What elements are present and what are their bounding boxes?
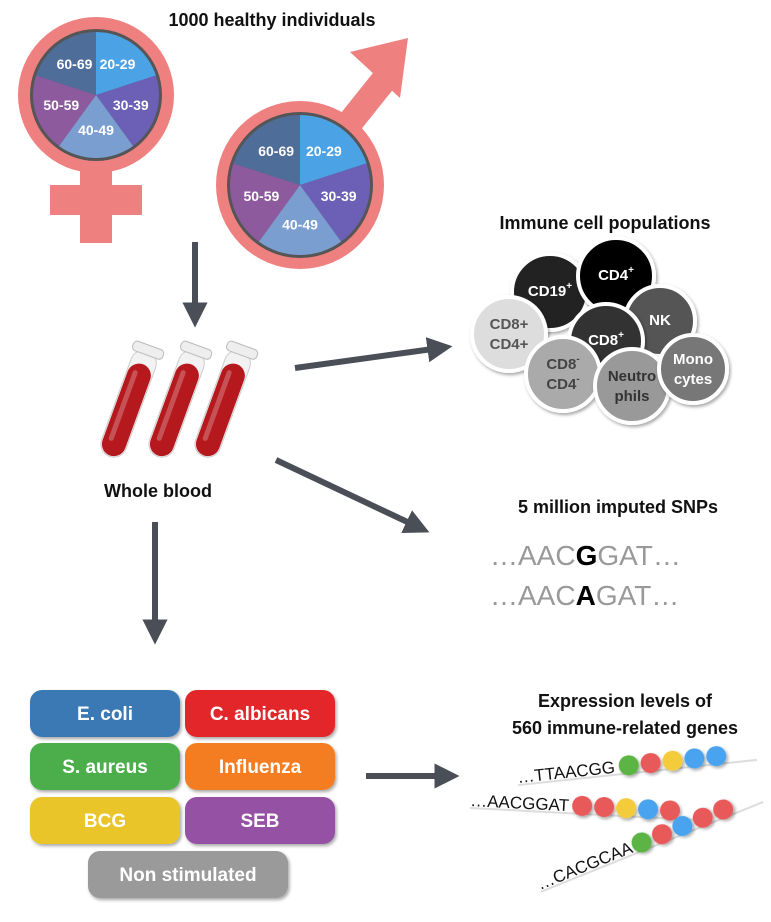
stimulus-label: BCG bbox=[84, 811, 126, 832]
pie-slice bbox=[258, 185, 342, 255]
cell-label: CD4- bbox=[546, 374, 579, 393]
stimulus-s--aureus: S. aureus bbox=[30, 743, 180, 790]
age-group-label: 30-39 bbox=[321, 188, 357, 204]
female-age-pie: 20-29 30-39 40-49 50-59 60-69 bbox=[30, 29, 162, 161]
cell-label: cytes bbox=[674, 371, 712, 388]
pie-slice bbox=[230, 163, 300, 242]
cell-label: CD4+ bbox=[598, 265, 634, 284]
stimulus-non-stimulated: Non stimulated bbox=[88, 851, 288, 898]
age-group-label: 30-39 bbox=[113, 97, 149, 113]
expression-bead bbox=[651, 824, 672, 845]
age-group-label: 20-29 bbox=[306, 143, 342, 159]
pie-slice bbox=[36, 32, 96, 95]
female-symbol: 20-29 30-39 40-49 50-59 60-69 bbox=[18, 17, 174, 243]
cell-neutrophils: Neutro phils bbox=[593, 347, 671, 425]
snp-sequences: …AACGGAT… …AACAGAT… bbox=[490, 540, 681, 611]
stimulus-c--albicans: C. albicans bbox=[185, 690, 335, 737]
expression-bead bbox=[706, 746, 727, 767]
gene-expression-strands: …TTAACGG …AACGGAT …CACGCAA bbox=[470, 746, 764, 894]
expression-bead bbox=[638, 799, 659, 820]
cell-cd8cd4: CD8+ CD4+ bbox=[470, 295, 548, 373]
pie-slice bbox=[96, 75, 159, 146]
blood-tube bbox=[100, 340, 165, 458]
age-group-label: 50-59 bbox=[43, 97, 79, 113]
age-group-label: 40-49 bbox=[78, 122, 114, 138]
stimulus-influenza: Influenza bbox=[185, 743, 335, 790]
expression-bead bbox=[640, 753, 661, 774]
gene-strand: …AACGGAT bbox=[470, 791, 710, 822]
stimulus-label: Non stimulated bbox=[119, 865, 256, 886]
stimulus-seb: SEB bbox=[185, 797, 335, 844]
age-group-label: 50-59 bbox=[243, 188, 279, 204]
cell-label: CD8+ bbox=[490, 316, 529, 333]
expression-bead bbox=[660, 800, 681, 821]
pie-slice bbox=[300, 115, 367, 185]
pie-slice bbox=[300, 163, 370, 242]
snp-sequence: …AACAGAT… bbox=[490, 580, 679, 611]
stimulus-label: SEB bbox=[240, 811, 279, 832]
cell-label: CD19+ bbox=[528, 281, 572, 300]
stimulus-label: E. coli bbox=[77, 704, 133, 725]
cell-label: CD8- bbox=[546, 354, 579, 373]
stimulus-e--coli: E. coli bbox=[30, 690, 180, 737]
immune-title: Immune cell populations bbox=[499, 213, 710, 233]
whole-blood-label: Whole blood bbox=[104, 481, 212, 501]
cell-label: CD4+ bbox=[490, 336, 529, 353]
arrow-to-immune-cells bbox=[294, 337, 453, 371]
expression-bead bbox=[616, 798, 637, 819]
expression-bead bbox=[672, 815, 693, 836]
pie-slice bbox=[33, 75, 96, 146]
expression-bead bbox=[713, 799, 734, 820]
age-group-label: 60-69 bbox=[258, 143, 294, 159]
stimulus-bcg: BCG bbox=[30, 797, 180, 844]
male-arrow-head bbox=[350, 38, 408, 98]
expression-title-line1: Expression levels of bbox=[538, 691, 713, 711]
cohort-title: 1000 healthy individuals bbox=[168, 10, 375, 30]
age-group-label: 20-29 bbox=[100, 56, 136, 72]
expression-bead bbox=[631, 832, 652, 853]
blood-tubes bbox=[100, 340, 259, 458]
expression-bead bbox=[594, 797, 615, 818]
expression-bead bbox=[572, 795, 593, 816]
expression-bead bbox=[684, 748, 705, 769]
cell-cd8cd4: CD8-CD4- bbox=[524, 335, 602, 413]
age-group-label: 40-49 bbox=[282, 216, 318, 232]
expression-title-line2: 560 immune-related genes bbox=[512, 718, 738, 738]
blood-tube bbox=[194, 340, 259, 458]
pie-slice bbox=[96, 32, 156, 95]
stimulus-label: C. albicans bbox=[210, 704, 310, 725]
blood-tube bbox=[148, 340, 213, 458]
cell-label: Neutro bbox=[608, 368, 656, 385]
snp-allele: A bbox=[576, 580, 596, 611]
pie-slice bbox=[58, 95, 134, 158]
gene-sequence: …CACGCAA bbox=[534, 838, 635, 894]
stimulus-label: S. aureus bbox=[62, 757, 148, 778]
female-cross-horizontal bbox=[50, 185, 142, 215]
expression-bead bbox=[662, 750, 683, 771]
gene-sequence: …TTAACGG bbox=[516, 758, 615, 787]
gene-sequence: …AACGGAT bbox=[470, 791, 570, 815]
pie-slice bbox=[233, 115, 300, 185]
cell-label: NK bbox=[649, 312, 671, 329]
snp-sequence: …AACGGAT… bbox=[490, 540, 681, 571]
cell-label: CD8+ bbox=[588, 330, 624, 349]
gene-strand: …TTAACGG bbox=[516, 746, 757, 787]
snp-allele: G bbox=[576, 540, 598, 571]
expression-bead bbox=[618, 755, 639, 776]
cell-monocytes: Mono cytes bbox=[657, 333, 729, 405]
expression-bead bbox=[692, 807, 713, 828]
stimulus-label: Influenza bbox=[219, 757, 302, 778]
cell-label: phils bbox=[614, 388, 649, 405]
arrow-to-snps bbox=[274, 457, 430, 534]
stimuli-panel: E. coli C. albicans S. aureus Influenza BCG S… bbox=[30, 690, 335, 898]
snps-title: 5 million imputed SNPs bbox=[518, 497, 718, 517]
age-group-label: 60-69 bbox=[57, 56, 93, 72]
cell-label: Mono bbox=[673, 351, 713, 368]
